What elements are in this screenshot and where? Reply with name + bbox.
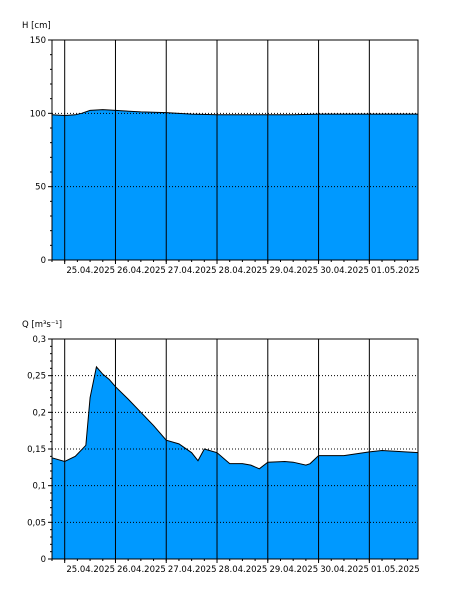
water-level-x-tick-label: 30.04.2025 xyxy=(320,266,369,276)
water-level-y-tick-label: 0 xyxy=(41,256,46,266)
discharge-y-tick-label: 0,05 xyxy=(27,518,46,528)
discharge-x-tick-label: 29.04.2025 xyxy=(269,565,318,575)
discharge-area-fill xyxy=(52,366,418,559)
discharge-x-tick-label: 25.04.2025 xyxy=(66,565,115,575)
discharge-plot-border xyxy=(51,338,419,560)
discharge-y-axis-label: Q [m³s⁻¹] xyxy=(22,320,62,330)
discharge-series-line xyxy=(51,365,419,470)
water-level-y-tick-label: 50 xyxy=(35,183,46,193)
water-level-series-line xyxy=(51,109,418,117)
water-level-x-tick-label: 25.04.2025 xyxy=(66,266,115,276)
water-level-x-tick-label: 29.04.2025 xyxy=(269,266,318,276)
discharge-y-tick-label: 0,15 xyxy=(27,445,46,455)
water-level-y-axis-label: H [cm] xyxy=(22,21,51,31)
water-level-area-fill xyxy=(52,109,418,260)
discharge-y-tick-label: 0 xyxy=(41,555,46,565)
water-level-x-tick-label: 27.04.2025 xyxy=(168,266,217,276)
discharge-y-tick-label: 0,3 xyxy=(32,335,46,345)
water-level-plot-border xyxy=(51,39,419,261)
water-level-y-tick-label: 150 xyxy=(30,36,46,46)
water-level-x-tick-label: 28.04.2025 xyxy=(219,266,268,276)
water-level-x-tick-label: 26.04.2025 xyxy=(117,266,166,276)
discharge-y-tick-label: 0,25 xyxy=(27,372,46,382)
discharge-x-tick-label: 30.04.2025 xyxy=(320,565,369,575)
discharge-x-tick-label: 01.05.2025 xyxy=(371,565,420,575)
discharge-y-tick-label: 0,2 xyxy=(32,408,46,418)
water-level-chart: H [cm] 25.04.2025 26.04.2025 27.04.2025 28.… xyxy=(22,21,420,276)
discharge-x-tick-label: 28.04.2025 xyxy=(219,565,268,575)
discharge-chart: Q [m³s⁻¹] 25.04.2025 26.04.2025 27.04.2025… xyxy=(22,320,420,575)
discharge-y-tick-label: 0,1 xyxy=(32,482,46,492)
discharge-x-tick-label: 27.04.2025 xyxy=(168,565,217,575)
water-level-y-tick-label: 100 xyxy=(30,109,46,119)
discharge-x-tick-label: 26.04.2025 xyxy=(117,565,166,575)
water-level-x-tick-label: 01.05.2025 xyxy=(371,266,420,276)
